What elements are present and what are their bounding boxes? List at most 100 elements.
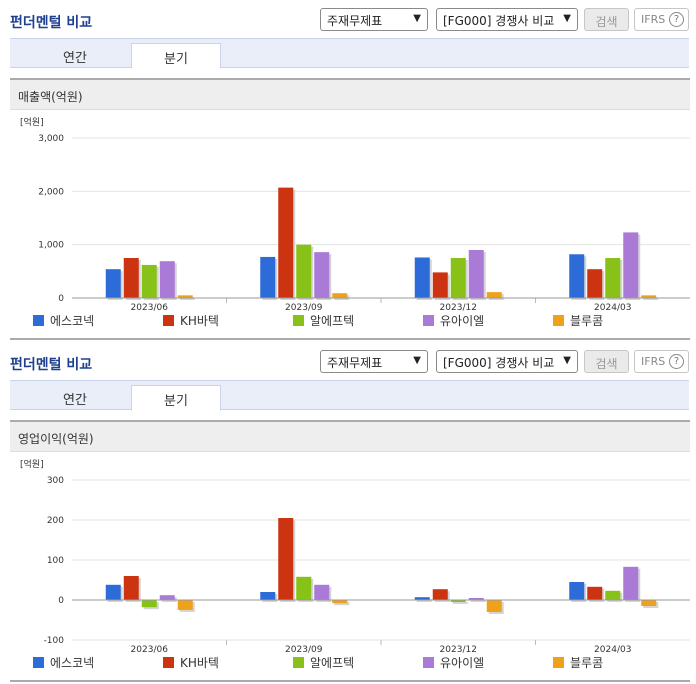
chart-header: 매출액(억원) xyxy=(10,80,690,110)
bar xyxy=(414,597,430,600)
bar xyxy=(159,595,175,600)
bar-shadow xyxy=(179,297,195,300)
legend-label: KH바텍 xyxy=(180,314,219,328)
bar-shadow xyxy=(416,599,432,602)
tab-annual[interactable]: 연간 xyxy=(63,393,87,408)
bar xyxy=(260,256,276,298)
tab-quarterly[interactable]: 분기 xyxy=(131,385,221,411)
bar xyxy=(432,589,448,600)
chevron-down-icon: ▼ xyxy=(563,13,571,24)
chart-header: 영업이익(억원) xyxy=(10,422,690,452)
bar xyxy=(432,272,448,298)
legend-swatch xyxy=(293,315,304,326)
period-tabs: 연간 분기 xyxy=(10,380,689,411)
ifrs-button[interactable]: IFRS? xyxy=(634,8,689,31)
legend-swatch xyxy=(33,315,44,326)
bar xyxy=(296,576,312,600)
legend-label: 블루콤 xyxy=(570,314,603,328)
ifrs-button[interactable]: IFRS? xyxy=(634,350,689,373)
period-tabs: 연간 분기 xyxy=(10,38,689,69)
section-title: 펀더멘털 비교 xyxy=(10,357,93,373)
x-tick-label: 2023/06 xyxy=(131,645,169,655)
legend-label: 에스코넥 xyxy=(50,656,94,670)
compare-group-select[interactable]: [FG000] 경쟁사 비교 ▼ xyxy=(436,8,578,31)
y-tick-label: 300 xyxy=(47,476,64,486)
bar xyxy=(177,600,193,610)
bar-shadow xyxy=(334,602,350,606)
bar xyxy=(177,295,193,298)
bar xyxy=(414,257,430,298)
x-tick-label: 2024/03 xyxy=(594,303,631,313)
legend-label: 알에프텍 xyxy=(310,656,354,670)
bar xyxy=(605,590,621,600)
legend-swatch xyxy=(423,315,434,326)
x-tick-label: 2024/03 xyxy=(594,645,631,655)
x-tick-label: 2023/12 xyxy=(440,645,477,655)
bar xyxy=(468,250,484,298)
bar xyxy=(623,566,639,600)
chevron-down-icon: ▼ xyxy=(413,355,421,366)
legend-swatch xyxy=(553,315,564,326)
y-tick-label: 2,000 xyxy=(38,187,64,197)
bar xyxy=(587,269,603,298)
bar xyxy=(314,584,330,600)
legend-label: 에스코넥 xyxy=(50,314,94,328)
bar xyxy=(641,600,657,606)
x-tick-label: 2023/09 xyxy=(285,645,323,655)
help-icon[interactable]: ? xyxy=(669,12,684,27)
bar xyxy=(450,600,466,602)
x-tick-label: 2023/09 xyxy=(285,303,323,313)
bar xyxy=(623,232,639,298)
section-header: 펀더멘털 비교 주재무제표 ▼ [FG000] 경쟁사 비교 ▼ 검색 IFRS? xyxy=(0,0,696,38)
bar xyxy=(332,600,348,604)
x-tick-label: 2023/06 xyxy=(131,303,169,313)
search-button[interactable]: 검색 xyxy=(584,8,629,31)
y-tick-label: 0 xyxy=(58,294,64,304)
help-icon[interactable]: ? xyxy=(669,354,684,369)
x-tick-label: 2023/12 xyxy=(440,303,477,313)
compare-group-select[interactable]: [FG000] 경쟁사 비교 ▼ xyxy=(436,350,578,373)
legend-swatch xyxy=(33,657,44,668)
bar xyxy=(123,576,139,600)
revenue-bar-chart: [억원] 0 1,000 2,000 3,000 2023/06 2023/09 2023/1… xyxy=(20,116,690,328)
report-type-select[interactable]: 주재무제표 ▼ xyxy=(320,8,428,31)
y-tick-label: 3,000 xyxy=(38,134,64,144)
section-title: 펀더멘털 비교 xyxy=(10,15,93,31)
bar xyxy=(141,600,157,608)
bar xyxy=(569,254,585,298)
chart-panel: 영업이익(억원) [억원] -100 0 100 200 300 2023/06 2023/0… xyxy=(10,420,690,682)
tab-quarterly[interactable]: 분기 xyxy=(131,43,221,69)
bar xyxy=(587,586,603,600)
chevron-down-icon: ▼ xyxy=(413,13,421,24)
fundamental-section-operating-profit: 펀더멘털 비교 주재무제표 ▼ [FG000] 경쟁사 비교 ▼ 검색 IFRS? … xyxy=(0,342,696,684)
bar-shadow xyxy=(643,297,659,300)
tab-annual[interactable]: 연간 xyxy=(63,51,87,66)
y-unit-label: [억원] xyxy=(20,116,44,128)
legend-label: KH바텍 xyxy=(180,656,219,670)
bar xyxy=(141,264,157,298)
bar xyxy=(278,187,294,298)
section-header: 펀더멘털 비교 주재무제표 ▼ [FG000] 경쟁사 비교 ▼ 검색 IFRS? xyxy=(0,342,696,380)
bar xyxy=(605,258,621,298)
bar xyxy=(105,269,121,298)
bar xyxy=(468,598,484,600)
bar xyxy=(569,582,585,600)
legend-label: 유아이엘 xyxy=(440,656,484,670)
bar xyxy=(314,252,330,298)
y-tick-label: 100 xyxy=(47,556,64,566)
bar xyxy=(278,518,294,600)
bar xyxy=(105,584,121,600)
bar xyxy=(641,295,657,298)
search-button[interactable]: 검색 xyxy=(584,350,629,373)
legend-swatch xyxy=(553,657,564,668)
chart-panel: 매출액(억원) [억원] 0 1,000 2,000 3,000 2023/06 2023/… xyxy=(10,78,690,340)
bar xyxy=(332,293,348,298)
y-tick-label: -100 xyxy=(44,636,65,646)
bar xyxy=(486,600,502,612)
bar xyxy=(159,261,175,298)
chart-heading: 영업이익(억원) xyxy=(18,432,94,446)
y-tick-label: 1,000 xyxy=(38,241,64,251)
bar xyxy=(450,258,466,298)
chart-heading: 매출액(억원) xyxy=(18,90,83,104)
report-type-select[interactable]: 주재무제표 ▼ xyxy=(320,350,428,373)
